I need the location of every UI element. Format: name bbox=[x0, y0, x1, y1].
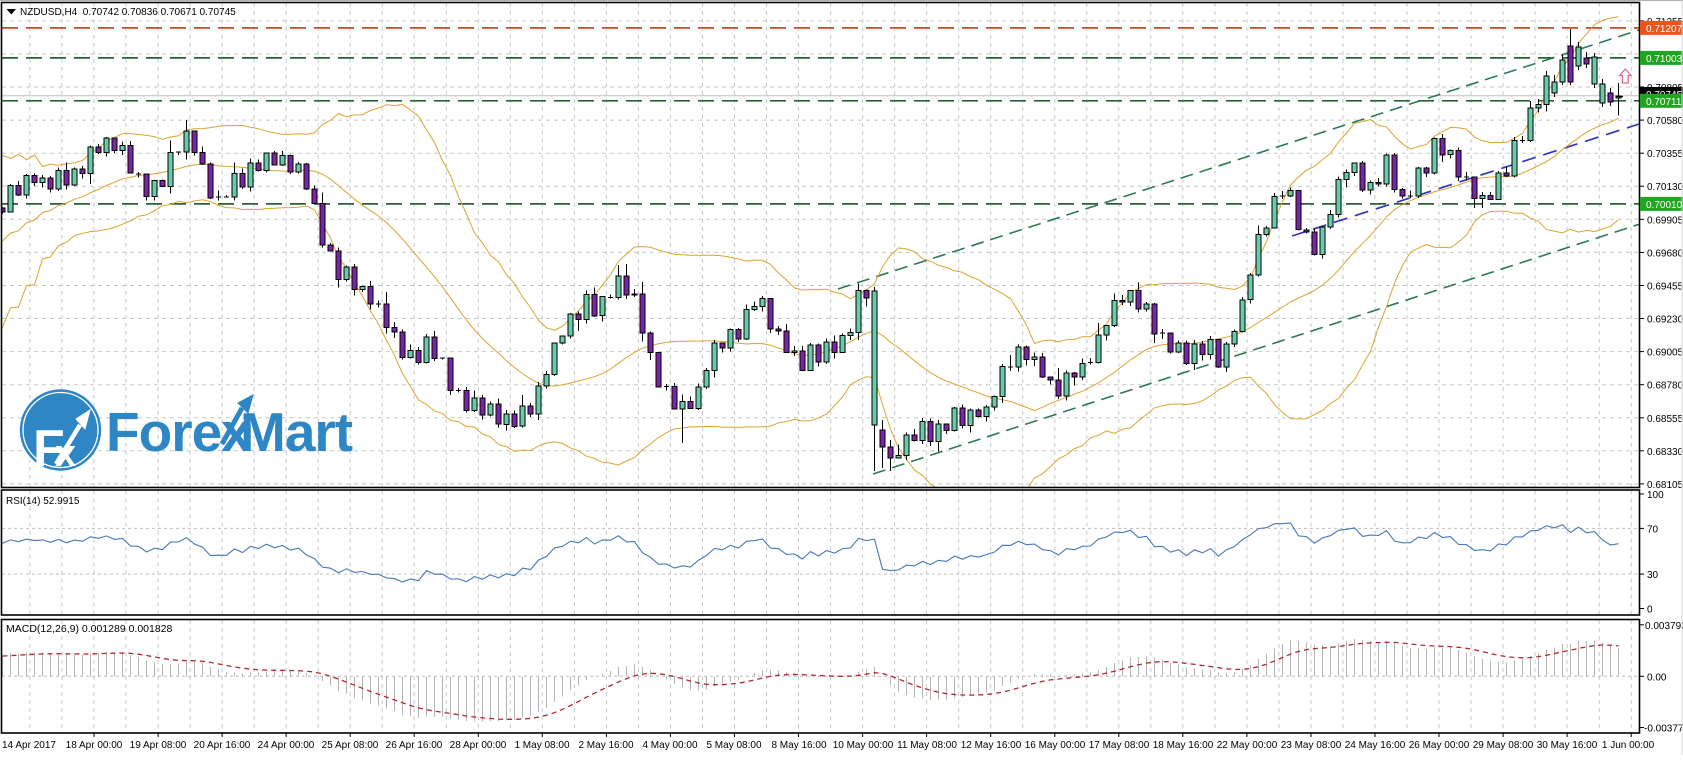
svg-text:25 Apr 08:00: 25 Apr 08:00 bbox=[322, 740, 379, 751]
svg-text:26 Apr 16:00: 26 Apr 16:00 bbox=[386, 740, 443, 751]
svg-text:30: 30 bbox=[1647, 570, 1659, 581]
svg-text:0.70010: 0.70010 bbox=[1646, 200, 1683, 211]
svg-text:11 May 08:00: 11 May 08:00 bbox=[897, 740, 957, 751]
svg-text:19 Apr 08:00: 19 Apr 08:00 bbox=[130, 740, 187, 751]
svg-text:26 May 00:00: 26 May 00:00 bbox=[1409, 740, 1470, 751]
svg-text:0.68780: 0.68780 bbox=[1647, 381, 1683, 392]
svg-text:16 May 00:00: 16 May 00:00 bbox=[1025, 740, 1086, 751]
svg-text:100: 100 bbox=[1647, 490, 1664, 501]
svg-text:0.68555: 0.68555 bbox=[1647, 414, 1683, 425]
svg-text:12 May 16:00: 12 May 16:00 bbox=[961, 740, 1022, 751]
svg-text:0.71003: 0.71003 bbox=[1646, 54, 1683, 65]
svg-text:17 May 08:00: 17 May 08:00 bbox=[1089, 740, 1150, 751]
svg-text:Mart: Mart bbox=[240, 401, 353, 463]
svg-text:0.70711: 0.70711 bbox=[1646, 97, 1682, 108]
svg-text:18 May 16:00: 18 May 16:00 bbox=[1153, 740, 1214, 751]
svg-text:24 Apr 00:00: 24 Apr 00:00 bbox=[258, 740, 315, 751]
svg-text:1 Jun 00:00: 1 Jun 00:00 bbox=[1602, 740, 1655, 751]
svg-text:0.69005: 0.69005 bbox=[1647, 348, 1683, 359]
svg-text:8 May 16:00: 8 May 16:00 bbox=[771, 740, 826, 751]
svg-text:10 May 00:00: 10 May 00:00 bbox=[833, 740, 894, 751]
svg-text:0.003792: 0.003792 bbox=[1645, 621, 1683, 632]
svg-text:28 Apr 00:00: 28 Apr 00:00 bbox=[450, 740, 507, 751]
svg-text:0.69455: 0.69455 bbox=[1647, 282, 1683, 293]
svg-text:5 May 08:00: 5 May 08:00 bbox=[706, 740, 761, 751]
svg-text:23 May 08:00: 23 May 08:00 bbox=[1281, 740, 1342, 751]
svg-text:20 Apr 16:00: 20 Apr 16:00 bbox=[194, 740, 251, 751]
svg-text:0: 0 bbox=[1647, 605, 1653, 616]
svg-text:0.69230: 0.69230 bbox=[1647, 315, 1683, 326]
svg-text:14 Apr 2017: 14 Apr 2017 bbox=[2, 740, 56, 751]
svg-text:2 May 16:00: 2 May 16:00 bbox=[578, 740, 633, 751]
svg-text:NZDUSD,H4 0.70742 0.70836 0.7: NZDUSD,H4 0.70742 0.70836 0.70671 0.7074… bbox=[20, 7, 236, 18]
svg-text:4 May 00:00: 4 May 00:00 bbox=[642, 740, 697, 751]
svg-text:1 May 08:00: 1 May 08:00 bbox=[514, 740, 569, 751]
svg-text:-0.00377: -0.00377 bbox=[1644, 724, 1683, 735]
svg-text:24 May 16:00: 24 May 16:00 bbox=[1345, 740, 1406, 751]
svg-text:0.68330: 0.68330 bbox=[1647, 447, 1683, 458]
svg-text:22 May 00:00: 22 May 00:00 bbox=[1217, 740, 1278, 751]
svg-text:0.70130: 0.70130 bbox=[1647, 182, 1683, 193]
svg-text:18 Apr 00:00: 18 Apr 00:00 bbox=[66, 740, 123, 751]
svg-text:0.68105: 0.68105 bbox=[1647, 480, 1683, 491]
svg-text:MACD(12,26,9) 0.001289 0.00182: MACD(12,26,9) 0.001289 0.001828 bbox=[6, 623, 173, 635]
svg-text:29 May 08:00: 29 May 08:00 bbox=[1473, 740, 1534, 751]
svg-text:70: 70 bbox=[1647, 524, 1659, 535]
svg-text:0.00: 0.00 bbox=[1647, 672, 1667, 683]
svg-text:F: F bbox=[33, 420, 65, 478]
svg-text:30 May 16:00: 30 May 16:00 bbox=[1537, 740, 1598, 751]
svg-text:0.70355: 0.70355 bbox=[1647, 149, 1683, 160]
svg-text:0.69905: 0.69905 bbox=[1647, 215, 1683, 226]
svg-text:0.71207: 0.71207 bbox=[1646, 24, 1683, 35]
svg-text:0.70580: 0.70580 bbox=[1647, 116, 1683, 127]
svg-text:0.69680: 0.69680 bbox=[1647, 248, 1683, 259]
svg-text:RSI(14) 52.9915: RSI(14) 52.9915 bbox=[6, 496, 80, 507]
